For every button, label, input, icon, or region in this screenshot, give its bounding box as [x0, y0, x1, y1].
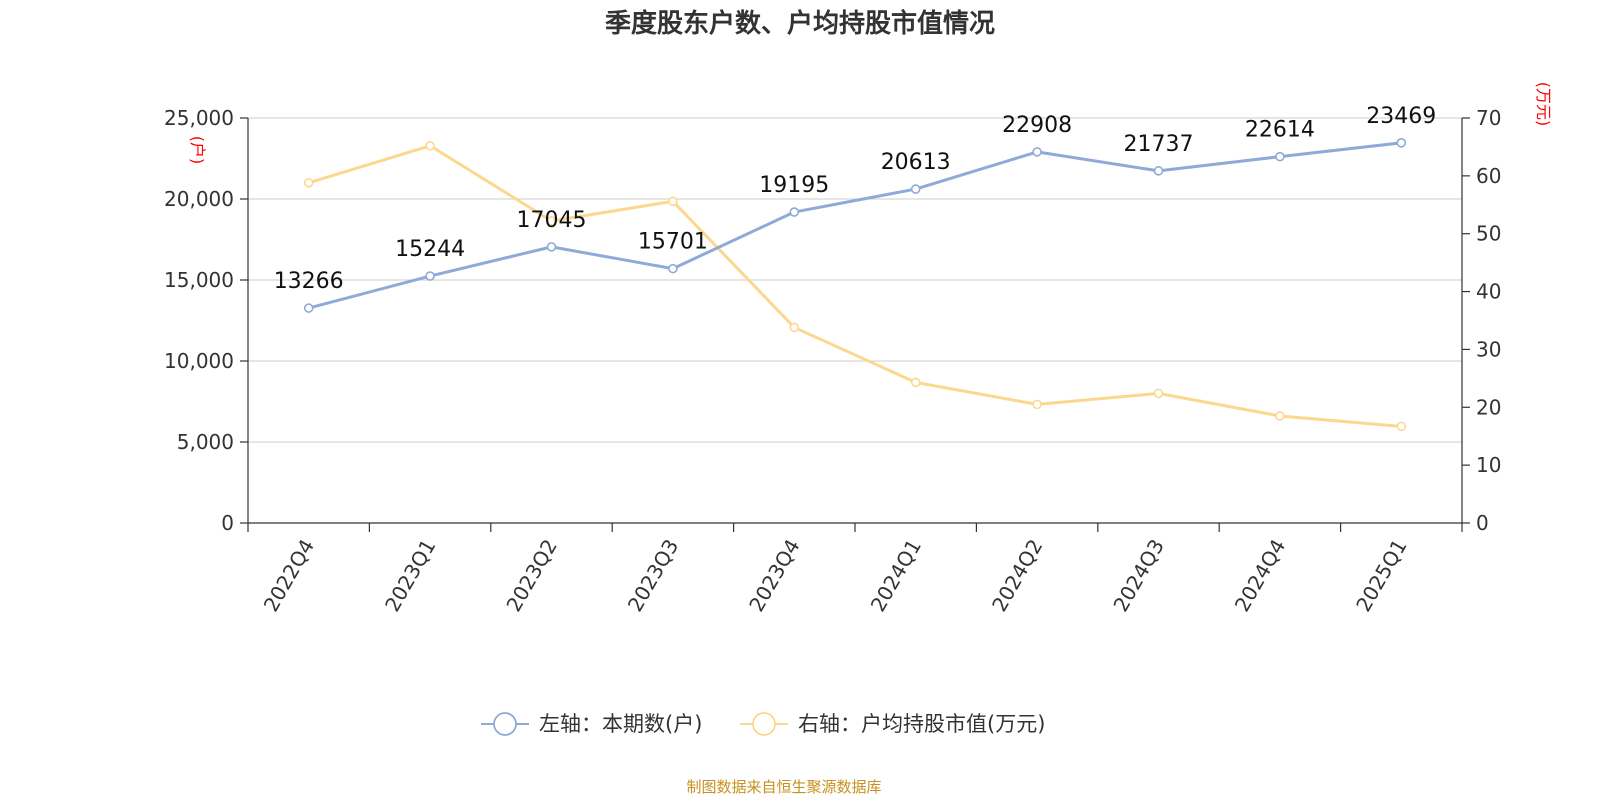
legend-marker [752, 712, 776, 736]
avg-holding-value-point[interactable] [668, 196, 678, 207]
x-tick-label: 2023Q3 [623, 535, 683, 616]
legend-label: 右轴：户均持股市值(万元) [798, 712, 1045, 736]
series-group [303, 138, 1407, 432]
right-tick-label: 70 [1476, 106, 1501, 130]
holders-count-point[interactable] [789, 207, 800, 217]
holders-count-label: 20613 [881, 150, 951, 175]
left-tick-label: 5,000 [177, 430, 234, 454]
holders-count-point[interactable] [910, 184, 921, 194]
holders-count-point[interactable] [1153, 166, 1164, 176]
holders-count-label: 13266 [274, 269, 344, 294]
avg-holding-value-line [308, 144, 1402, 428]
x-tick-label: 2024Q2 [987, 535, 1047, 616]
left-tick-label: 25,000 [164, 106, 234, 130]
x-tick-label: 2024Q4 [1230, 535, 1290, 616]
holders-count-point[interactable] [1275, 151, 1285, 162]
holders-count-label: 15244 [395, 237, 465, 262]
x-tick-label: 2022Q4 [259, 535, 319, 616]
avg-holding-value-point[interactable] [1275, 411, 1285, 421]
legend-item-holders-count[interactable]: 左轴：本期数(户) [481, 712, 702, 736]
x-tick-label: 2024Q1 [866, 535, 926, 616]
left-axis-ticks: 0 5,000 10,000 15,000 20,000 25,000 [164, 106, 248, 535]
x-tick-label: 2023Q1 [380, 535, 440, 616]
avg-holding-value-point[interactable] [1396, 421, 1407, 432]
source-note: 制图数据来自恒生聚源数据库 [686, 778, 881, 796]
left-tick-label: 10,000 [164, 349, 234, 373]
legend-label: 左轴：本期数(户) [539, 712, 702, 736]
right-tick-label: 50 [1476, 222, 1501, 246]
holders-count-point[interactable] [1032, 147, 1042, 157]
right-tick-label: 10 [1476, 453, 1501, 477]
holders-count-label: 21737 [1124, 132, 1194, 157]
holders-count-label: 23469 [1366, 104, 1436, 129]
data-labels: 13266 15244 17045 15701 19195 20613 22908 21737… [274, 104, 1437, 294]
left-tick-label: 0 [221, 511, 234, 535]
holders-count-label: 22614 [1245, 118, 1315, 143]
avg-holding-value-point[interactable] [425, 140, 435, 151]
avg-holding-value-point[interactable] [789, 322, 800, 333]
holders-count-point[interactable] [425, 271, 435, 281]
x-tick-label: 2023Q4 [744, 535, 804, 616]
right-axis-unit: (万元) [1534, 82, 1553, 127]
x-tick-label: 2025Q1 [1351, 535, 1411, 616]
avg-holding-value-point[interactable] [546, 216, 557, 226]
holders-count-label: 17045 [517, 208, 587, 233]
axes [247, 118, 1463, 524]
holders-count-point[interactable] [668, 263, 678, 274]
right-axis-ticks: 0 10 20 30 40 50 60 70 [1462, 106, 1501, 535]
x-axis-ticks: 2022Q4 2023Q1 2023Q2 2023Q3 2023Q4 2024Q1 2024… [247, 523, 1463, 616]
legend-item-avg-holding-value[interactable]: 右轴：户均持股市值(万元) [740, 712, 1045, 736]
right-tick-label: 20 [1476, 395, 1501, 419]
holders-count-label: 22908 [1002, 113, 1072, 138]
right-tick-label: 0 [1476, 511, 1489, 535]
legend[interactable]: 左轴：本期数(户) 右轴：户均持股市值(万元) [481, 712, 1045, 736]
holders-count-point[interactable] [303, 303, 314, 313]
chart-title: 季度股东户数、户均持股市值情况 [605, 8, 995, 39]
avg-holding-value-point[interactable] [910, 377, 921, 388]
right-tick-label: 40 [1476, 280, 1501, 304]
holders-count-point[interactable] [1396, 138, 1407, 148]
avg-holding-value-point[interactable] [1153, 388, 1164, 399]
x-tick-label: 2023Q2 [501, 535, 561, 616]
left-tick-label: 20,000 [164, 187, 234, 211]
avg-holding-value-point[interactable] [303, 178, 314, 188]
right-tick-label: 30 [1476, 337, 1501, 361]
left-axis-unit: (户) [188, 136, 207, 165]
right-tick-label: 60 [1476, 164, 1501, 188]
legend-marker [493, 712, 517, 736]
x-tick-label: 2024Q3 [1108, 535, 1168, 616]
gridlines [248, 117, 1462, 443]
holders-count-point[interactable] [546, 242, 557, 252]
left-tick-label: 15,000 [164, 268, 234, 292]
holders-count-label: 19195 [759, 173, 829, 198]
holders-count-line [308, 141, 1402, 310]
holders-count-label: 15701 [638, 230, 708, 255]
avg-holding-value-point[interactable] [1032, 399, 1042, 410]
